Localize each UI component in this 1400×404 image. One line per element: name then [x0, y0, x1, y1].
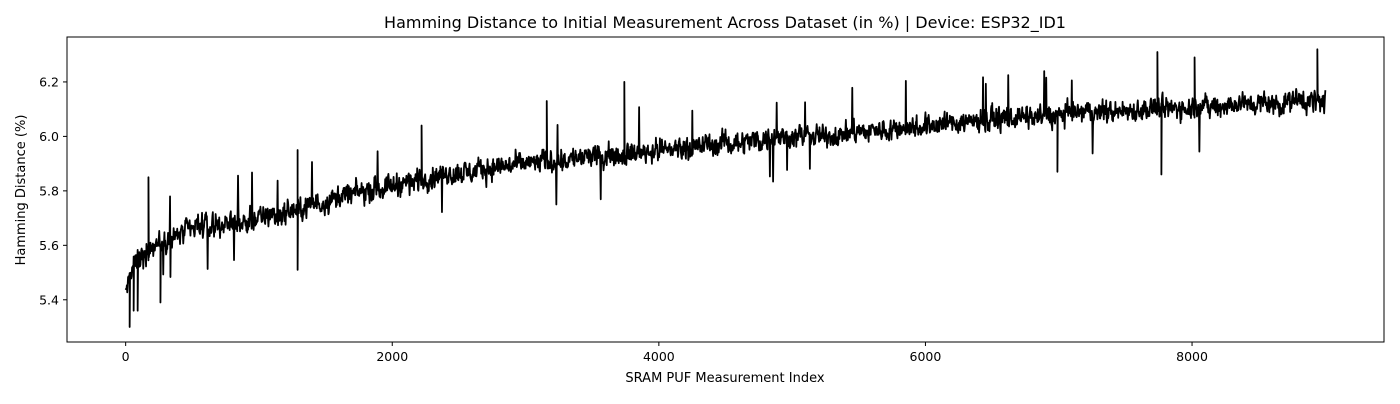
plot-area: [124, 48, 1327, 328]
y-tick-label: 6.0: [39, 129, 59, 144]
x-tick-label: 6000: [910, 349, 942, 364]
y-tick-label: 5.8: [39, 183, 59, 198]
series-line-0: [124, 48, 1327, 328]
y-axis: 5.4 5.6 5.8 6.0 6.2: [39, 74, 67, 307]
x-tick-label: 8000: [1176, 349, 1208, 364]
y-tick-label: 5.4: [39, 292, 59, 307]
axes-frame: [66, 36, 1385, 343]
x-axis: 0 2000 4000 6000 8000: [122, 342, 1208, 364]
chart-title: Hamming Distance to Initial Measurement …: [384, 13, 1066, 33]
x-tick-label: 4000: [643, 349, 675, 364]
y-axis-label: Hamming Distance (%): [14, 115, 29, 266]
x-tick-label: 0: [122, 349, 130, 364]
x-axis-label: SRAM PUF Measurement Index: [625, 371, 824, 386]
x-tick-label: 2000: [376, 349, 408, 364]
y-tick-label: 5.6: [39, 238, 59, 253]
y-tick-label: 6.2: [39, 74, 59, 89]
